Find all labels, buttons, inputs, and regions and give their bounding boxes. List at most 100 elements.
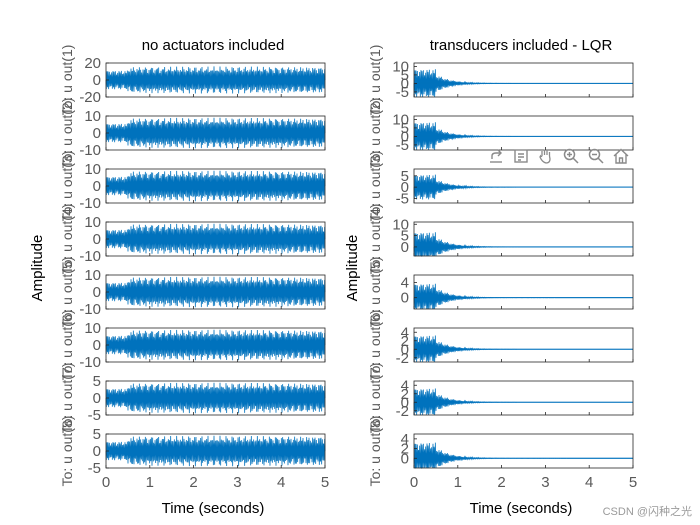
y-tick-label: 4 — [401, 275, 409, 292]
y-tick-label: 4 — [401, 324, 409, 341]
pan-button[interactable] — [534, 145, 557, 167]
y-tick-label: 2 — [401, 386, 409, 403]
y-tick-label: 2 — [401, 441, 409, 458]
y-tick-label: 2 — [401, 333, 409, 350]
y-tick-label: 0 — [93, 178, 101, 195]
output-label: To: u out(8) — [59, 416, 75, 487]
axes-box — [413, 168, 634, 204]
y-tick-label: 10 — [392, 111, 409, 128]
y-tick-label: 10 — [84, 214, 101, 231]
y-tick-label: -5 — [396, 190, 409, 207]
y-tick-label: 5 — [401, 228, 409, 245]
output-label: To: u out(4) — [59, 204, 75, 275]
y-tick-label: 5 — [93, 426, 101, 443]
output-label: To: u out(2) — [367, 98, 383, 169]
y-tick-label: -20 — [79, 89, 101, 106]
output-label: To: u out(3) — [59, 151, 75, 222]
chart-title: no actuators included — [142, 37, 285, 54]
y-tick-label: 0 — [401, 341, 409, 358]
y-tick-label: 5 — [401, 67, 409, 84]
y-tick-label: -5 — [88, 460, 101, 477]
y-tick-label: 0 — [93, 284, 101, 301]
x-tick-label: 2 — [497, 474, 505, 491]
x-tick-label: 5 — [321, 474, 329, 491]
output-label: To: u out(8) — [367, 416, 383, 487]
output-label: To: u out(2) — [59, 98, 75, 169]
x-tick-label: 4 — [277, 474, 285, 491]
y-tick-label: 0 — [93, 390, 101, 407]
export-button[interactable] — [484, 145, 507, 167]
watermark: CSDN @闪种之光 — [602, 506, 692, 518]
x-tick-label: 0 — [102, 474, 110, 491]
x-tick-label: 1 — [146, 474, 154, 491]
axes-box — [413, 274, 634, 310]
y-tick-label: 0 — [401, 239, 409, 256]
y-tick-label: -10 — [79, 301, 101, 318]
zoom-in-icon — [563, 148, 579, 164]
y-tick-label: 10 — [84, 161, 101, 178]
axes-box — [413, 327, 634, 363]
y-tick-label: 10 — [392, 58, 409, 75]
x-tick-label: 0 — [410, 474, 418, 491]
y-tick-label: 10 — [84, 108, 101, 125]
x-tick-label: 3 — [233, 474, 241, 491]
zoom-out-button[interactable] — [584, 145, 607, 167]
x-tick-label: 5 — [629, 474, 637, 491]
axes-box — [413, 380, 634, 416]
series-line — [413, 442, 633, 470]
y-axis-label: Amplitude — [344, 235, 361, 302]
y-tick-label: 0 — [401, 290, 409, 307]
y-tick-label: 5 — [401, 120, 409, 137]
output-label: To: u out(1) — [367, 45, 383, 116]
y-tick-label: -2 — [396, 403, 409, 420]
output-label: To: u out(6) — [59, 310, 75, 381]
y-tick-label: -5 — [88, 407, 101, 424]
datatip-icon — [513, 149, 528, 163]
home-button[interactable] — [609, 145, 632, 167]
x-tick-label: 1 — [454, 474, 462, 491]
output-label: To: u out(5) — [59, 257, 75, 328]
y-tick-label: 5 — [93, 373, 101, 390]
chart-title: transducers included - LQR — [430, 37, 613, 54]
y-tick-label: 0 — [93, 231, 101, 248]
y-tick-label: 0 — [93, 337, 101, 354]
y-tick-label: -2 — [396, 350, 409, 367]
y-tick-label: 10 — [392, 216, 409, 233]
series-line — [413, 283, 633, 310]
y-tick-label: 4 — [401, 431, 409, 448]
output-label: To: u out(5) — [367, 257, 383, 328]
y-tick-label: 0 — [93, 72, 101, 89]
series-line — [413, 232, 633, 257]
y-tick-label: 0 — [93, 443, 101, 460]
x-axis-label: Time (seconds) — [470, 500, 573, 517]
y-tick-label: -10 — [79, 248, 101, 265]
y-tick-label: 0 — [401, 128, 409, 145]
y-tick-label: 5 — [401, 168, 409, 185]
y-axis-label: Amplitude — [29, 235, 46, 302]
axes-toolbar — [484, 145, 632, 167]
y-tick-label: -5 — [396, 137, 409, 154]
axes-box — [413, 221, 634, 257]
y-tick-label: 0 — [401, 179, 409, 196]
output-label: To: u out(7) — [367, 363, 383, 434]
y-tick-label: -10 — [79, 195, 101, 212]
output-label: To: u out(3) — [367, 151, 383, 222]
x-tick-label: 2 — [189, 474, 197, 491]
y-tick-label: 10 — [84, 320, 101, 337]
zoom-in-button[interactable] — [559, 145, 582, 167]
x-tick-label: 3 — [541, 474, 549, 491]
x-axis-label: Time (seconds) — [162, 500, 265, 517]
axes-box — [413, 62, 634, 98]
output-label: To: u out(7) — [59, 363, 75, 434]
y-tick-label: -10 — [79, 354, 101, 371]
y-tick-label: 0 — [93, 125, 101, 142]
y-tick-label: 0 — [401, 450, 409, 467]
y-tick-label: 4 — [401, 377, 409, 394]
y-tick-label: -10 — [79, 142, 101, 159]
datatip-button[interactable] — [509, 145, 532, 167]
y-tick-label: 0 — [401, 394, 409, 411]
output-label: To: u out(4) — [367, 204, 383, 275]
pan-hand-icon — [538, 149, 551, 164]
export-icon — [489, 149, 502, 163]
